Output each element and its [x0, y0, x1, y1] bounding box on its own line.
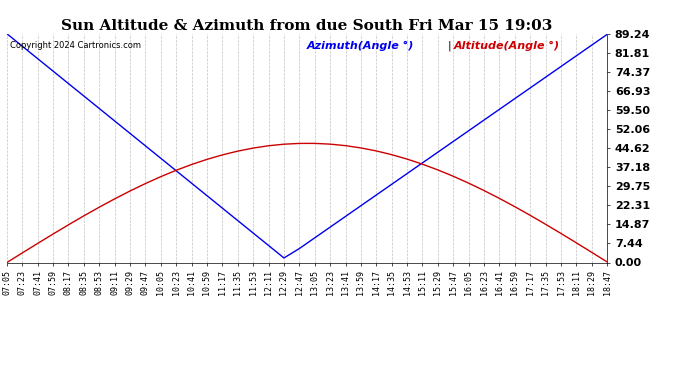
- Text: Azimuth(Angle °): Azimuth(Angle °): [307, 40, 415, 51]
- Text: Altitude(Angle °): Altitude(Angle °): [454, 40, 560, 51]
- Text: Copyright 2024 Cartronics.com: Copyright 2024 Cartronics.com: [10, 40, 141, 50]
- Text: |: |: [448, 40, 452, 51]
- Title: Sun Altitude & Azimuth from due South Fri Mar 15 19:03: Sun Altitude & Azimuth from due South Fr…: [61, 19, 553, 33]
